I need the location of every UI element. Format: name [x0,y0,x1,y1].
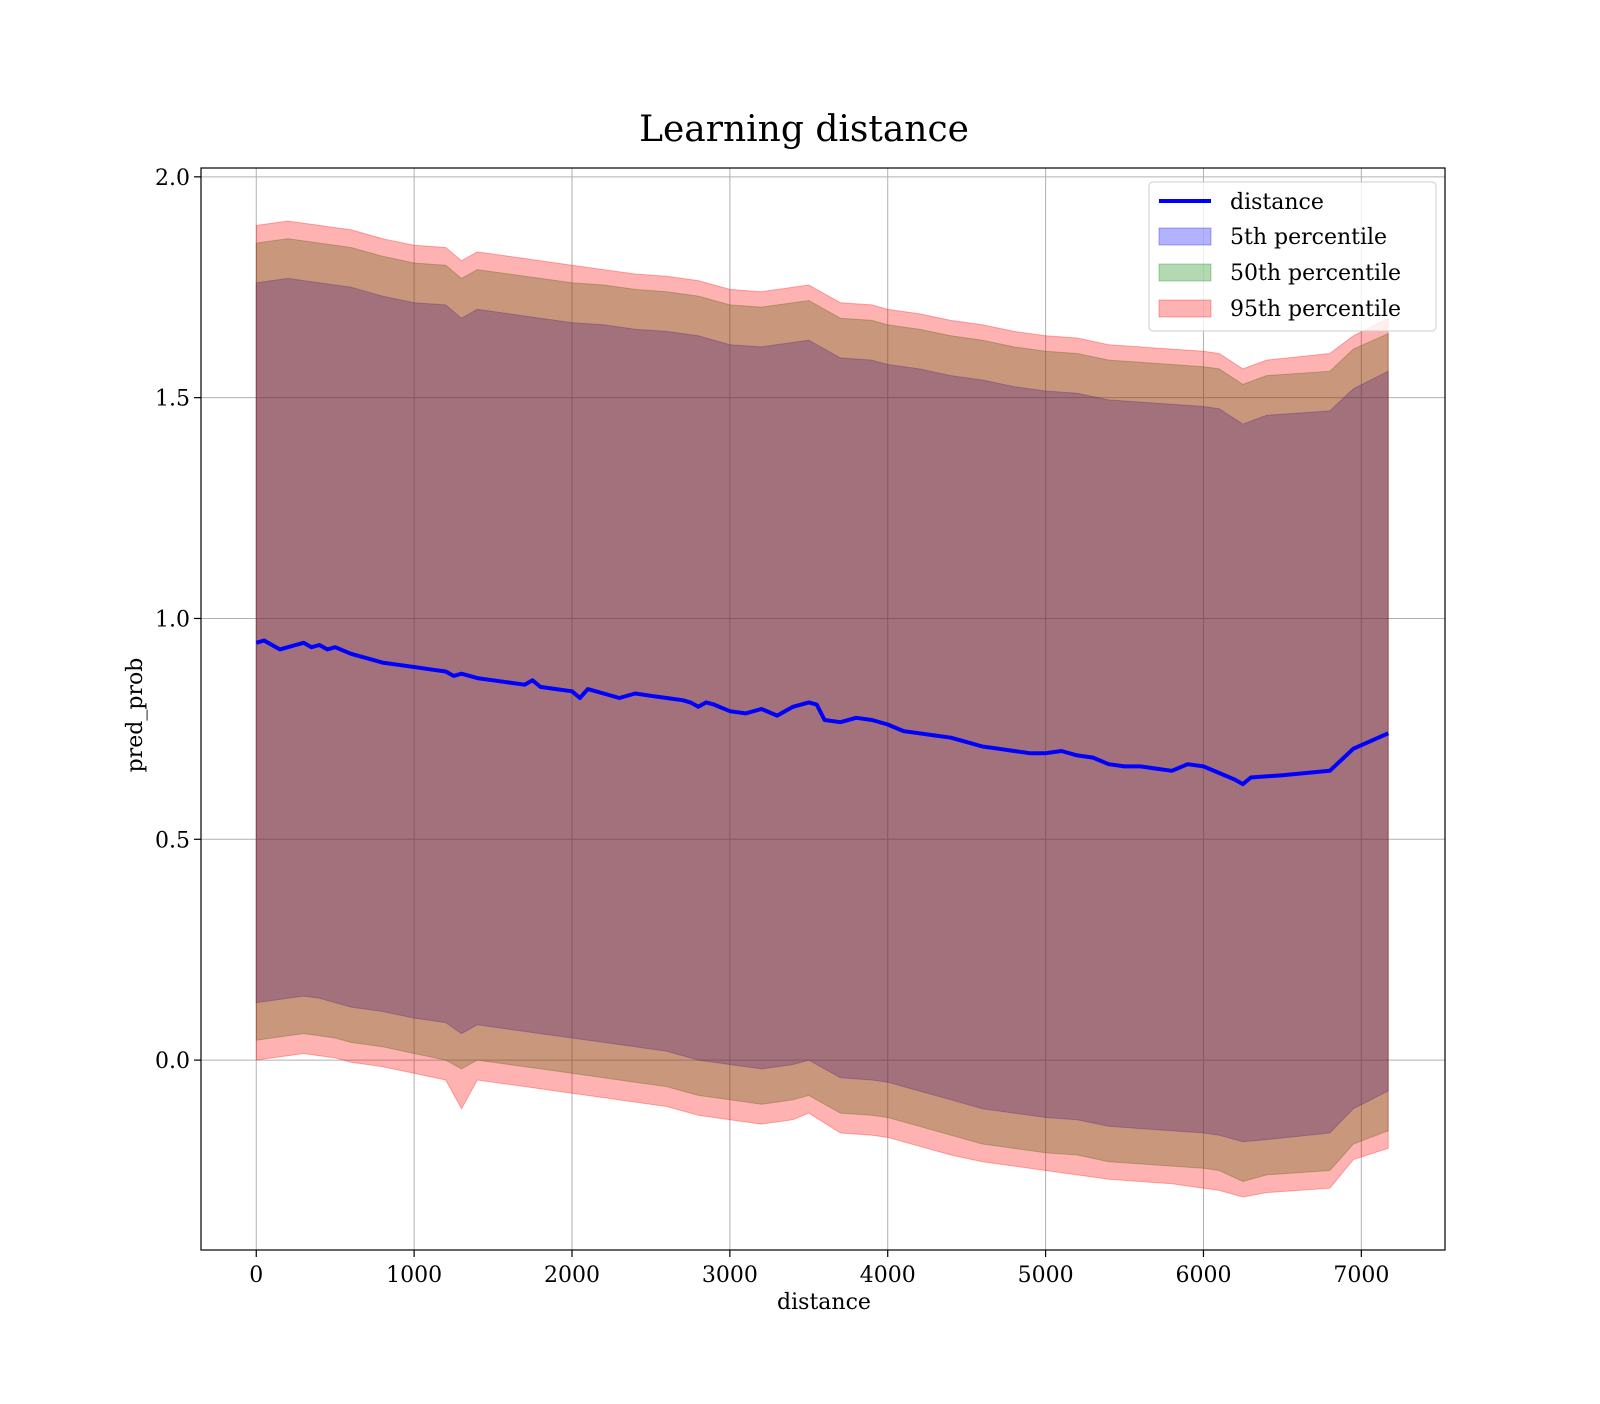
legend-frame [1148,181,1437,332]
x-tick-label: 7000 [1333,1263,1389,1288]
band-50th-percentile [255,238,1389,1183]
legend-label-50th-percentile: 50th percentile [1230,261,1401,286]
x-tick-label: 1000 [386,1263,442,1288]
legend-swatch-50th-percentile [1158,263,1212,282]
y-tick-label: 1.5 [155,387,190,412]
x-tick-label: 5000 [1018,1263,1074,1288]
legend-label-95th-percentile: 95th percentile [1230,297,1401,322]
legend-swatch-95th-percentile [1158,299,1212,318]
x-tick-label: 2000 [544,1263,600,1288]
y-axis-label: pred_prob [123,658,148,773]
band-95th-percentile [255,220,1389,1198]
legend: distance 5th percentile 50th percentile … [1148,181,1437,332]
y-tick-label: 0.0 [155,1049,190,1074]
plot-area [201,168,1445,1250]
legend-label-5th-percentile: 5th percentile [1230,225,1387,250]
axis-ticks: 0 1000 2000 3000 4000 5000 6000 7000 0.0 0.5 1.0 1.… [155,166,1446,1288]
axes-frame [200,167,1446,1251]
y-tick-label: 2.0 [155,166,190,191]
band-5th-percentile [255,277,1389,1143]
x-tick-label: 3000 [702,1263,758,1288]
y-tick-label: 1.0 [155,607,190,632]
x-tick-label: 0 [249,1263,263,1288]
chart-title: Learning distance [639,109,969,150]
x-axis-label: distance [777,1290,871,1315]
x-tick-label: 4000 [860,1263,916,1288]
legend-swatch-5th-percentile [1158,227,1212,246]
x-tick-label: 6000 [1175,1263,1231,1288]
y-tick-label: 0.5 [155,828,190,853]
series-line-distance [255,638,1390,787]
legend-label-distance: distance [1230,190,1324,215]
